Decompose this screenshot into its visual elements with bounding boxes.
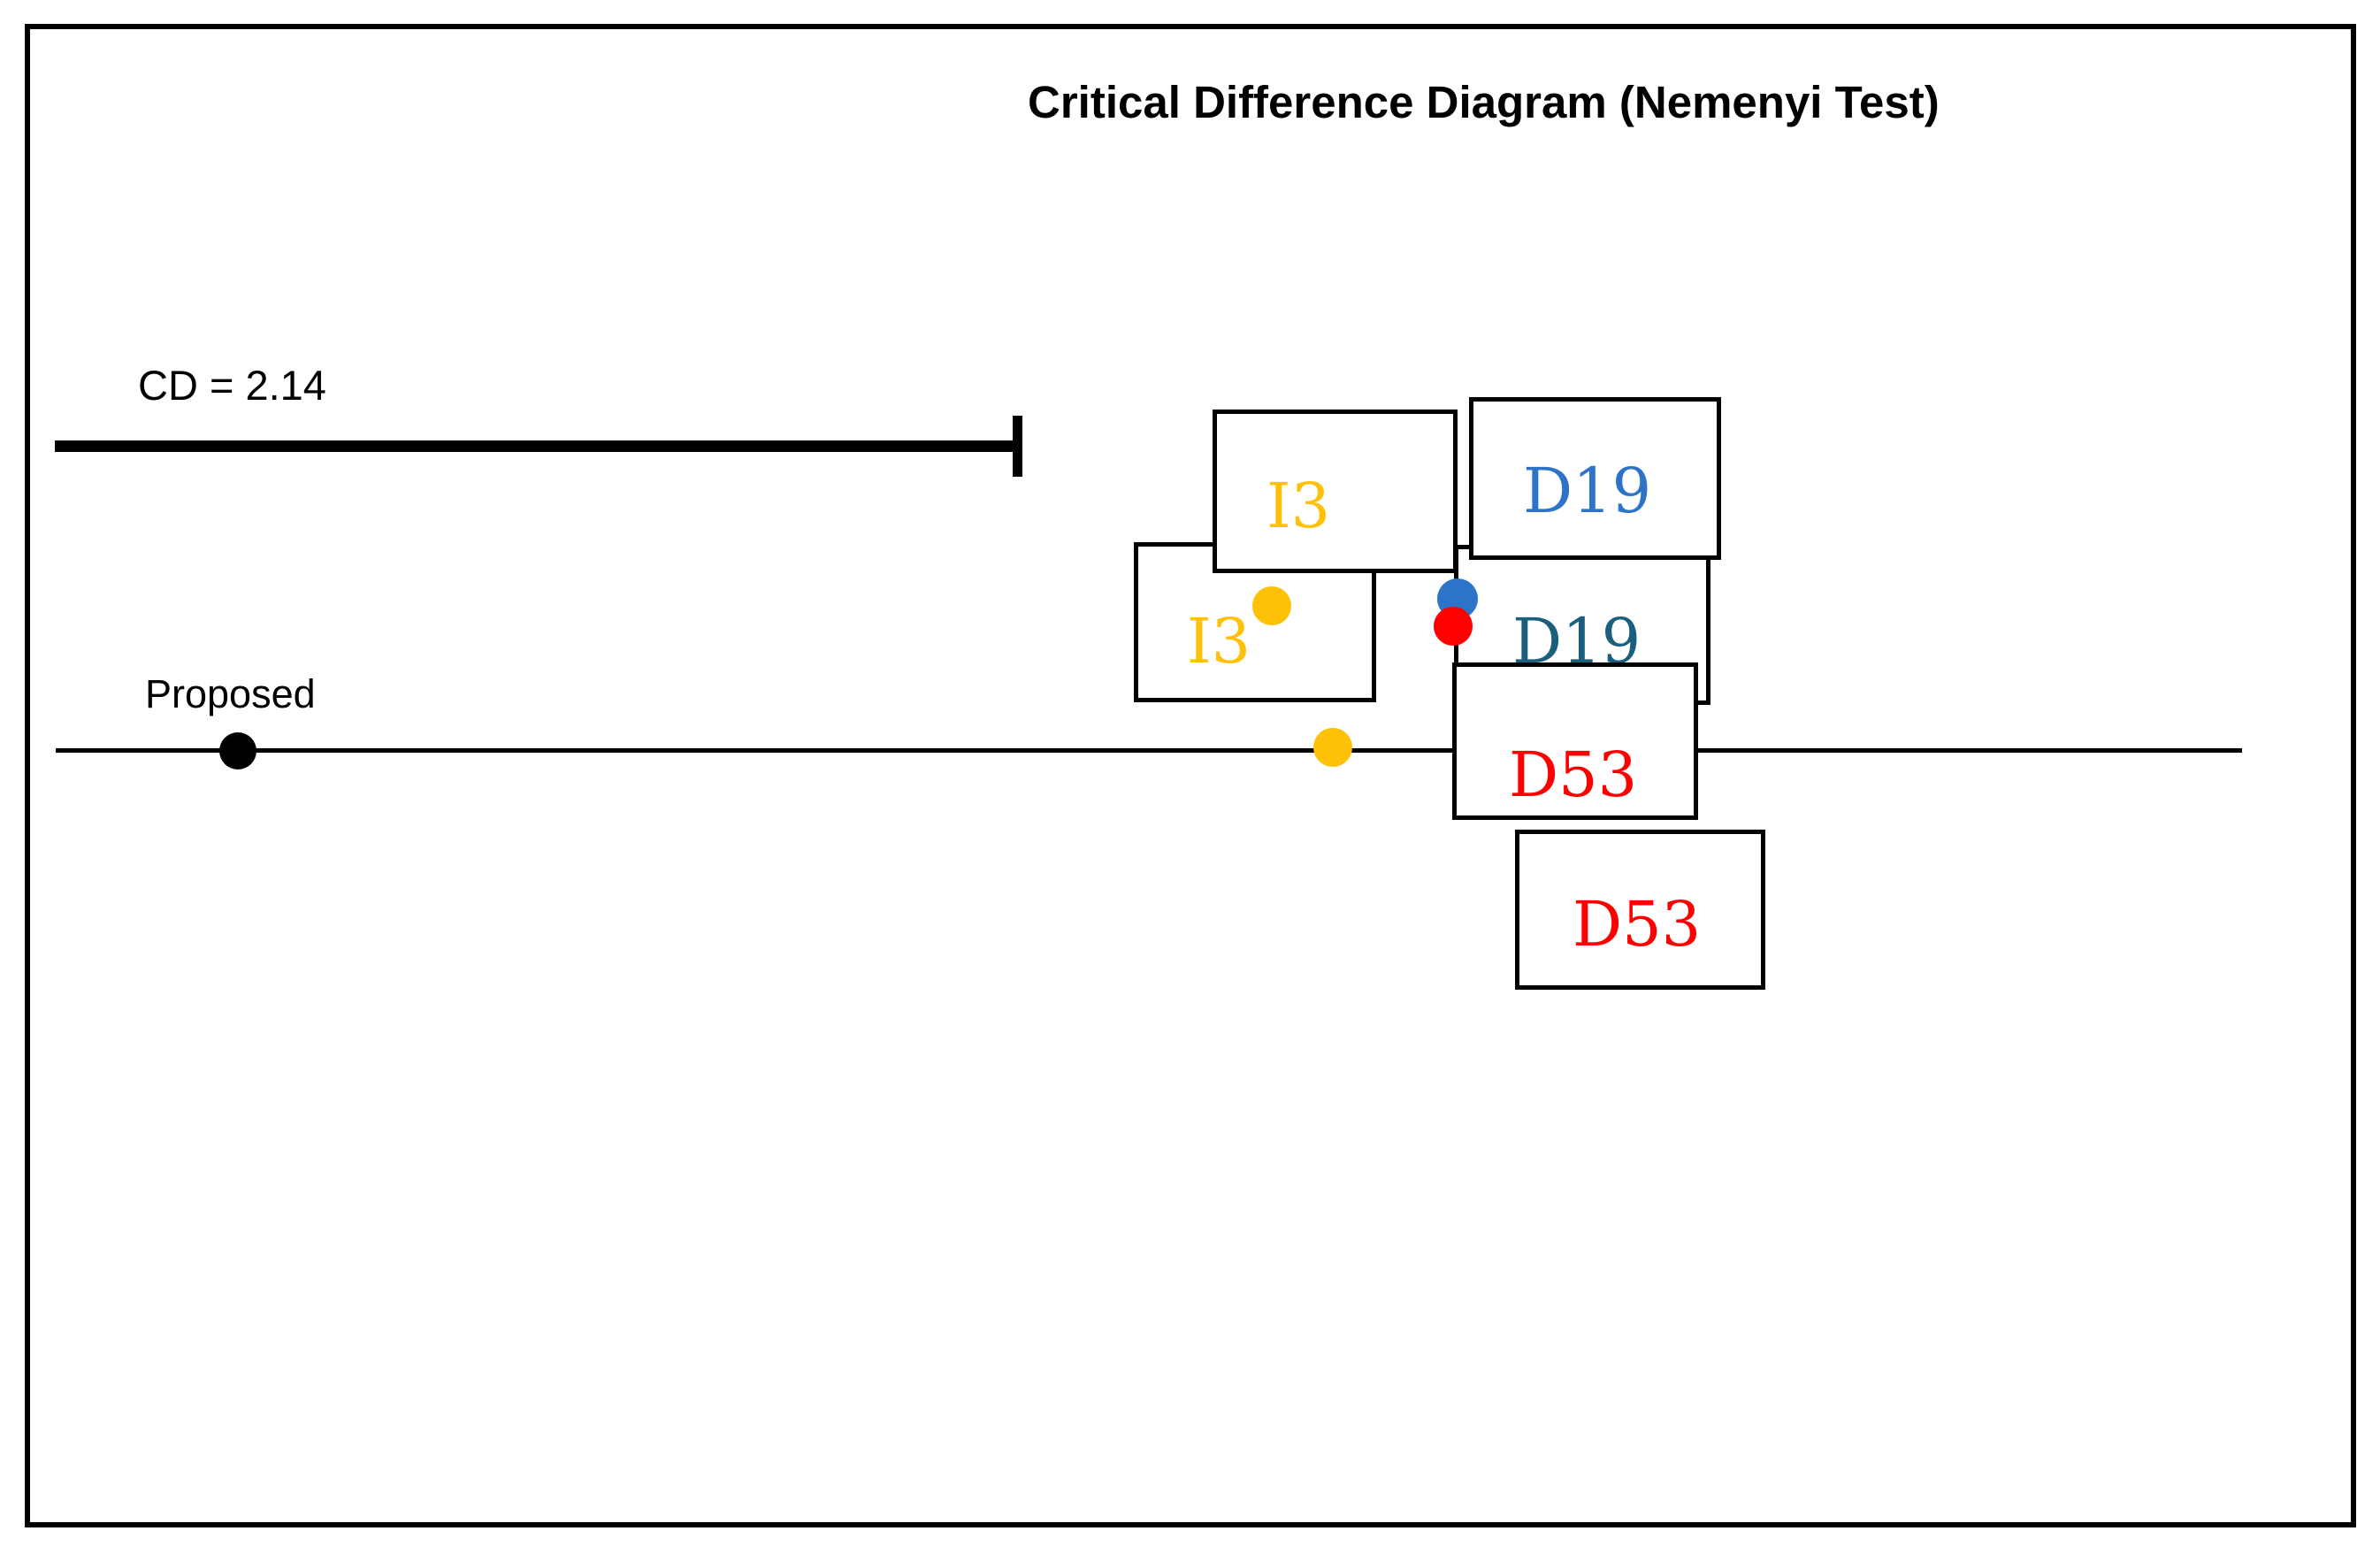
chart-title: Critical Difference Diagram (Nemenyi Tes… bbox=[1028, 77, 1940, 127]
annotation-label-i3-lower: I3 bbox=[1187, 605, 1251, 677]
cd-scale-bar bbox=[55, 440, 1022, 452]
i3-axis-marker-dot bbox=[1313, 728, 1352, 767]
i3-marker-dot bbox=[1252, 586, 1291, 625]
d53-marker-dot bbox=[1434, 607, 1473, 646]
annotation-label-d53-lower: D53 bbox=[1573, 888, 1702, 961]
annotation-label-d19-upper: D19 bbox=[1523, 455, 1652, 527]
annotation-box-i3-upper bbox=[1213, 410, 1458, 573]
annotation-label-d53-upper: D53 bbox=[1509, 739, 1638, 811]
rank-axis-line bbox=[56, 748, 2242, 753]
proposed-method-label: Proposed bbox=[145, 671, 316, 716]
cd-scale-right-tick bbox=[1013, 416, 1022, 477]
annotation-label-d19-teal: D19 bbox=[1512, 605, 1642, 677]
figure-border bbox=[25, 24, 2356, 1527]
proposed-marker-dot bbox=[219, 732, 256, 769]
cd-value-label: CD = 2.14 bbox=[138, 362, 326, 409]
annotation-label-i3-upper: I3 bbox=[1267, 470, 1331, 542]
annotation-box-d53-lower bbox=[1515, 830, 1765, 990]
annotation-box-d19-upper bbox=[1469, 397, 1721, 560]
annotation-box-d53-upper bbox=[1452, 662, 1698, 820]
